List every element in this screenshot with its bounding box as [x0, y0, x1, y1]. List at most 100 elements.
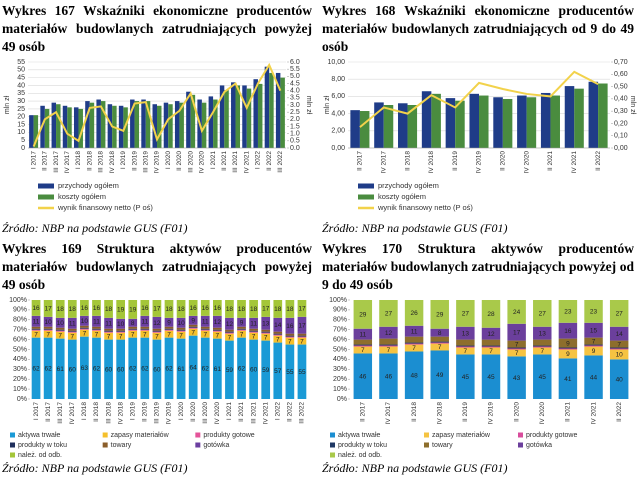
- tick-label: 2.0: [290, 116, 300, 123]
- x-tick-label: IV 2017: [380, 151, 387, 174]
- tick-label: 4,00: [331, 110, 345, 117]
- bar-segment: [507, 340, 526, 348]
- chart-panel: Wykres 167 Wskaźniki ekonomiczne produce…: [2, 2, 312, 237]
- bar-segment: [116, 331, 126, 333]
- bar-segment: [31, 329, 41, 331]
- x-tick-label: IV 2021: [571, 151, 578, 174]
- data-label: 11: [359, 331, 366, 338]
- bar-segment: [404, 343, 424, 345]
- data-label: 16: [286, 323, 294, 330]
- bar-segment: [140, 330, 150, 338]
- bar-segment: [353, 345, 373, 347]
- x-tick-label: IV 2019: [488, 402, 495, 425]
- bar: [44, 108, 50, 148]
- tick-label: 10%: [333, 386, 347, 393]
- bar-segment: [379, 338, 398, 345]
- bar-segment: [456, 354, 475, 399]
- bar-segment: [249, 330, 258, 332]
- bar-segment: [188, 324, 198, 327]
- bar-segment: [507, 300, 526, 324]
- data-label: 16: [81, 305, 89, 312]
- data-label: 7: [143, 331, 147, 338]
- bar-segment: [164, 330, 174, 338]
- bar-segment: [152, 300, 162, 317]
- data-label: 10: [45, 319, 53, 326]
- bar: [141, 99, 146, 148]
- bar-segment: [609, 359, 629, 399]
- tick-label: 5: [21, 137, 25, 144]
- tick-label: 20%: [13, 376, 27, 383]
- bar-segment: [404, 325, 424, 337]
- data-label: 40: [616, 376, 624, 383]
- bar-segment: [212, 327, 222, 330]
- bar-segment: [456, 300, 475, 327]
- tick-label: 4.0: [290, 88, 300, 95]
- bar-segment: [80, 300, 89, 316]
- tick-label: 5.5: [290, 66, 300, 73]
- data-label: 61: [177, 366, 185, 373]
- data-label: 18: [57, 306, 65, 313]
- bar-segment: [558, 300, 578, 323]
- data-label: 60: [153, 367, 161, 374]
- data-label: 18: [226, 306, 234, 313]
- bar-segment: [176, 338, 186, 399]
- bar-segment: [249, 339, 258, 399]
- bar-segment: [140, 300, 150, 316]
- bar-segment: [176, 300, 186, 318]
- bar-segment: [261, 340, 271, 399]
- bar-segment: [128, 330, 138, 338]
- bar-segment: [43, 300, 53, 317]
- bar: [219, 85, 225, 148]
- legend-label: należ. od odb.: [338, 452, 382, 459]
- bar-segment: [430, 342, 449, 344]
- legend-marker: [358, 194, 374, 200]
- x-tick-label: II 2021: [547, 151, 554, 171]
- bar-segment: [55, 300, 65, 318]
- bar: [264, 66, 270, 148]
- x-tick-label: I 2019: [120, 151, 127, 169]
- bar-segment: [297, 335, 307, 337]
- bar-segment: [297, 337, 307, 345]
- bar-segment: [80, 329, 89, 337]
- data-label: 24: [513, 309, 521, 316]
- data-label: 7: [540, 348, 544, 355]
- x-tick-label: IV 2018: [117, 402, 124, 425]
- legend-marker: [330, 442, 335, 448]
- data-label: 7: [592, 338, 596, 345]
- bar: [213, 99, 218, 148]
- data-label: 27: [539, 311, 547, 318]
- bar-segment: [430, 343, 449, 351]
- bar: [588, 81, 599, 148]
- bar-segment: [55, 338, 65, 399]
- bar-segment: [481, 300, 501, 328]
- data-label: 7: [240, 331, 244, 338]
- bar-segment: [584, 300, 603, 323]
- tick-label: 50: [17, 67, 25, 74]
- bar-segment: [273, 342, 283, 399]
- data-label: 7: [276, 336, 280, 343]
- bar-segment: [128, 328, 138, 330]
- data-label: 55: [298, 369, 306, 376]
- data-label: 9: [566, 340, 570, 347]
- bar-segment: [31, 330, 41, 338]
- data-label: 7: [300, 338, 304, 345]
- bar-segment: [80, 325, 89, 328]
- tick-label: 0,00: [614, 145, 628, 152]
- bar: [540, 92, 551, 148]
- data-label: 7: [228, 334, 232, 341]
- bar-segment: [558, 347, 578, 349]
- bar-segment: [379, 326, 398, 339]
- data-label: 41: [564, 376, 572, 383]
- bar-segment: [80, 315, 89, 326]
- bar-segment: [92, 326, 101, 329]
- bar: [235, 85, 241, 148]
- bar-segment: [609, 349, 629, 360]
- data-label: 9: [566, 351, 570, 358]
- data-label: 11: [69, 320, 76, 327]
- bar-segment: [152, 316, 162, 329]
- x-tick-label: II 2019: [131, 151, 138, 171]
- data-label: 45: [487, 374, 495, 381]
- bar: [445, 98, 456, 148]
- data-label: 7: [216, 332, 220, 339]
- legend-marker: [38, 183, 54, 189]
